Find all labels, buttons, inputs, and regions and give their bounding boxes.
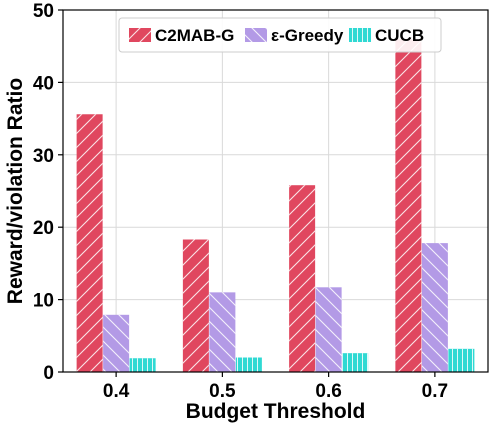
bar — [129, 358, 156, 372]
bar — [182, 239, 209, 372]
bars — [76, 38, 475, 373]
bar — [289, 185, 316, 372]
y-axis-title: Reward/violation Ratio — [4, 78, 27, 304]
x-tick-label: 0.6 — [315, 381, 341, 402]
legend-label: ε-Greedy — [271, 26, 344, 45]
bar — [395, 38, 422, 373]
bar — [448, 348, 475, 372]
x-tick-label: 0.7 — [422, 381, 448, 402]
y-tick-label: 30 — [33, 146, 54, 167]
x-axis-title: Budget Threshold — [186, 400, 366, 423]
y-tick-label: 10 — [33, 291, 54, 312]
bar — [342, 353, 369, 372]
y-tick-label: 50 — [33, 1, 54, 22]
x-tick-label: 0.4 — [103, 381, 130, 402]
legend-entry: ε-Greedy — [245, 26, 344, 45]
y-tick-label: 0 — [43, 363, 54, 384]
x-tick-label: 0.5 — [209, 381, 236, 402]
bar — [421, 243, 448, 372]
legend-entry: C2MAB-G — [129, 26, 234, 45]
legend-box — [118, 17, 442, 53]
plot-frame — [62, 9, 489, 373]
y-tick-label: 40 — [33, 73, 54, 94]
bar — [315, 287, 342, 372]
bar — [103, 314, 130, 372]
bar — [76, 114, 103, 373]
axis-ticks: 0 10 20 30 40 50 0.4 0.5 0.6 0.7 — [33, 1, 448, 402]
legend-entry: CUCB — [349, 26, 424, 45]
legend-label: CUCB — [375, 26, 424, 45]
y-tick-label: 20 — [33, 218, 54, 239]
bar — [235, 357, 262, 372]
legend-label: C2MAB-G — [155, 26, 234, 45]
legend: C2MAB-G ε-Greedy CUCB — [118, 17, 442, 53]
bar — [209, 292, 236, 372]
